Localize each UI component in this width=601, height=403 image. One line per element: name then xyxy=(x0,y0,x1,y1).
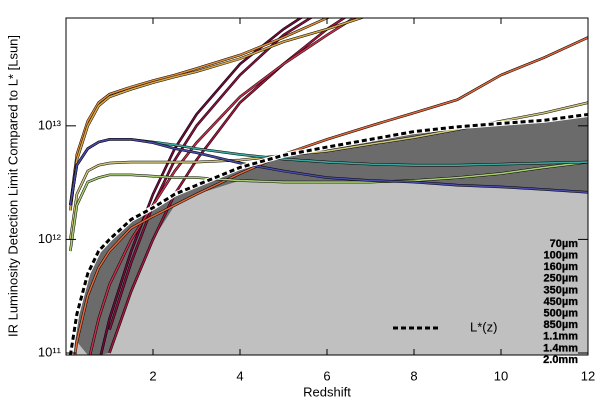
legend-label: 500µm xyxy=(544,308,579,320)
plot-area xyxy=(67,18,588,355)
x-tick-label: 10 xyxy=(494,368,508,383)
series-line xyxy=(108,18,346,354)
y-tick-label: 10¹³ xyxy=(38,117,62,132)
legend-label: 1.4mm xyxy=(543,342,578,354)
legend-label: 350µm xyxy=(544,284,579,296)
series-line xyxy=(69,18,364,211)
x-tick-label: 4 xyxy=(236,368,243,383)
x-axis-label: Redshift xyxy=(303,384,351,399)
legend-label: 250µm xyxy=(544,273,579,285)
x-tick-label: 12 xyxy=(581,368,595,383)
legend-label: 1.1mm xyxy=(543,331,578,343)
series-line xyxy=(74,36,588,355)
reference-line xyxy=(68,112,588,355)
y-axis-label: IR Luminosity Detection Limit Compared t… xyxy=(5,35,20,337)
series-line xyxy=(69,18,330,206)
legend-label: 160µm xyxy=(544,261,579,273)
legend-label: L*(z) xyxy=(470,319,497,334)
series-line xyxy=(89,18,356,355)
legend-label: 850µm xyxy=(544,319,579,331)
series-line xyxy=(69,138,588,206)
x-tick-label: 2 xyxy=(149,368,156,383)
series-line xyxy=(69,161,588,252)
shaded-region xyxy=(70,180,588,355)
x-tick-label: 8 xyxy=(410,368,417,383)
legend-label: 450µm xyxy=(544,296,579,308)
legend-label: 70µm xyxy=(550,238,579,250)
legend-label: 100µm xyxy=(544,250,579,262)
y-tick-label: 10¹¹ xyxy=(38,344,62,359)
y-tick-label: 10¹² xyxy=(38,231,62,246)
legend-label: 2.0mm xyxy=(543,354,578,366)
x-tick-label: 6 xyxy=(323,368,330,383)
